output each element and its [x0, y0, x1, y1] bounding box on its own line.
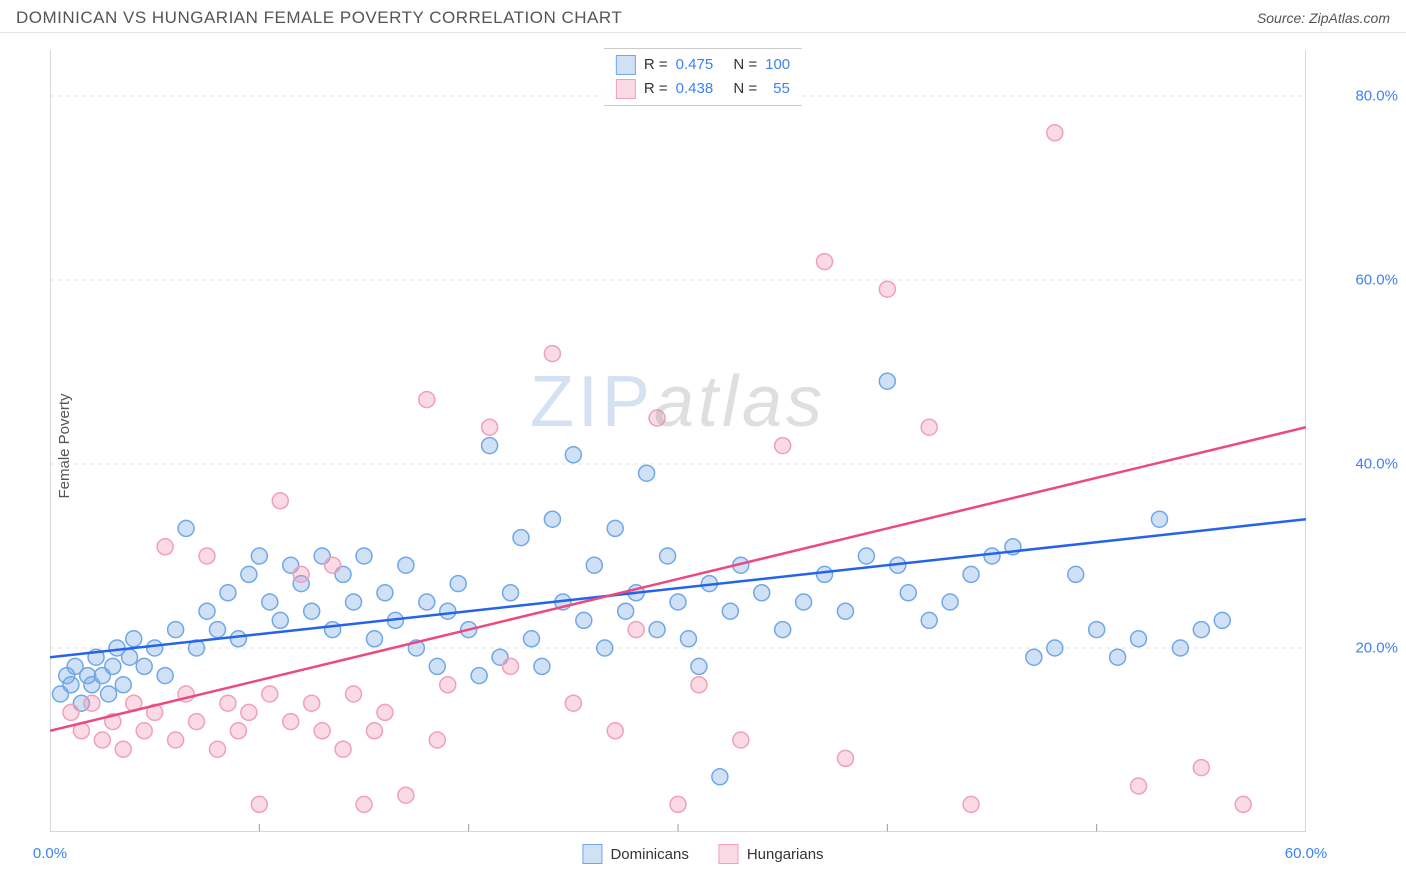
legend-item-series2: Hungarians: [719, 844, 824, 864]
legend-label-series2: Hungarians: [747, 846, 824, 863]
legend-label-series1: Dominicans: [610, 846, 688, 863]
n-value-2: 55: [773, 77, 790, 101]
scatter-chart-svg: [50, 50, 1306, 832]
legend-swatch-dominicans: [582, 844, 602, 864]
r-value-1: 0.475: [676, 53, 714, 77]
r-label-2: R =: [644, 77, 668, 101]
y-tick-label: 40.0%: [1355, 456, 1398, 473]
legend-swatch-series2: [616, 79, 636, 99]
x-tick-label: 0.0%: [33, 845, 67, 862]
source-name: ZipAtlas.com: [1309, 10, 1390, 26]
n-value-1: 100: [765, 53, 790, 77]
x-tick-label: 60.0%: [1285, 845, 1328, 862]
correlation-legend: R = 0.475 N = 100 R = 0.438 N = 55: [604, 48, 802, 106]
y-tick-label: 60.0%: [1355, 272, 1398, 289]
n-label-2: N =: [733, 77, 757, 101]
chart-title: DOMINICAN VS HUNGARIAN FEMALE POVERTY CO…: [16, 8, 622, 28]
legend-swatch-hungarians: [719, 844, 739, 864]
series-legend: Dominicans Hungarians: [582, 844, 823, 864]
legend-row-2: R = 0.438 N = 55: [616, 77, 790, 101]
y-tick-label: 80.0%: [1355, 88, 1398, 105]
legend-swatch-series1: [616, 55, 636, 75]
r-label-1: R =: [644, 53, 668, 77]
y-tick-label: 20.0%: [1355, 640, 1398, 657]
r-value-2: 0.438: [676, 77, 714, 101]
source-attribution: Source: ZipAtlas.com: [1257, 10, 1390, 26]
source-label: Source:: [1257, 10, 1309, 26]
chart-header: DOMINICAN VS HUNGARIAN FEMALE POVERTY CO…: [0, 0, 1406, 33]
legend-row-1: R = 0.475 N = 100: [616, 53, 790, 77]
n-label-1: N =: [733, 53, 757, 77]
legend-item-series1: Dominicans: [582, 844, 688, 864]
plot-area: ZIPatlas: [50, 50, 1306, 832]
